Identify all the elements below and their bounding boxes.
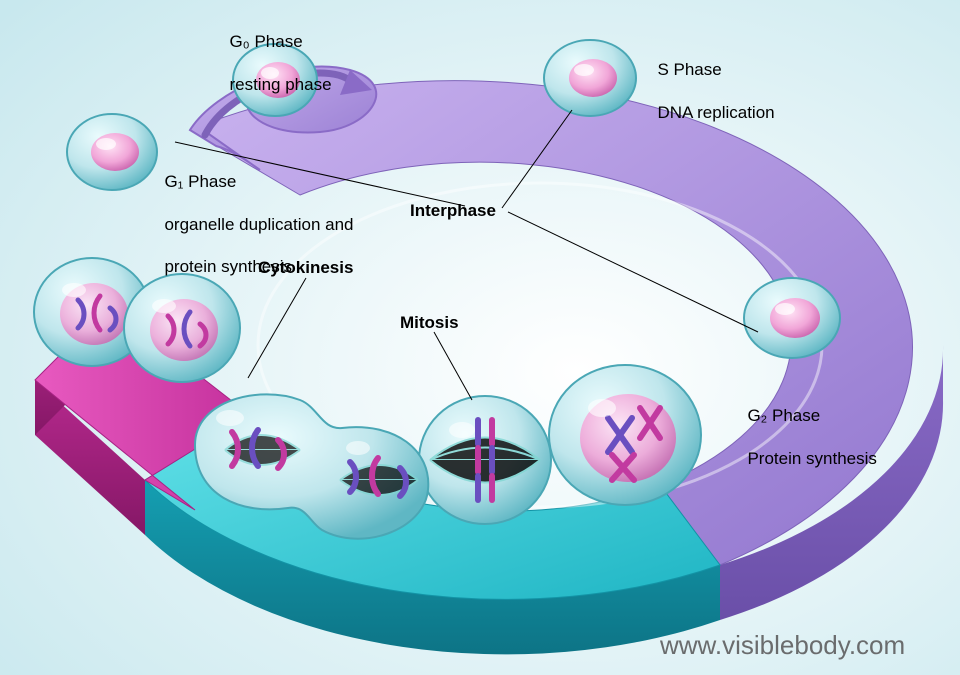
- label-g0: G₀ Phase resting phase: [220, 10, 332, 95]
- label-g2-line1: G₂ Phase: [747, 406, 820, 425]
- label-s: S Phase DNA replication: [648, 38, 775, 123]
- watermark: www.visiblebody.com: [660, 630, 905, 661]
- cell-cycle-diagram: G₀ Phase resting phase S Phase DNA repli…: [0, 0, 960, 675]
- cell-metaphase: [419, 396, 551, 524]
- label-interphase: Interphase: [410, 200, 496, 221]
- cell-g2: [744, 278, 840, 358]
- label-s-line1: S Phase: [657, 60, 721, 79]
- label-g2: G₂ Phase Protein synthesis: [738, 384, 877, 469]
- label-g0-line1: G₀ Phase: [229, 32, 302, 51]
- label-g0-line2: resting phase: [229, 75, 331, 94]
- label-cytokinesis: Cytokinesis: [258, 257, 353, 278]
- label-mitosis: Mitosis: [400, 312, 459, 333]
- cell-daughter-b: [124, 274, 240, 382]
- cell-g1: [67, 114, 157, 190]
- label-s-line2: DNA replication: [657, 103, 774, 122]
- label-g2-line2: Protein synthesis: [747, 449, 876, 468]
- diagram-svg: [0, 0, 960, 675]
- cell-s: [544, 40, 636, 116]
- label-g1-line2: organelle duplication and: [164, 215, 353, 234]
- label-g1-line1: G₁ Phase: [164, 172, 236, 191]
- cell-prophase: [549, 365, 701, 505]
